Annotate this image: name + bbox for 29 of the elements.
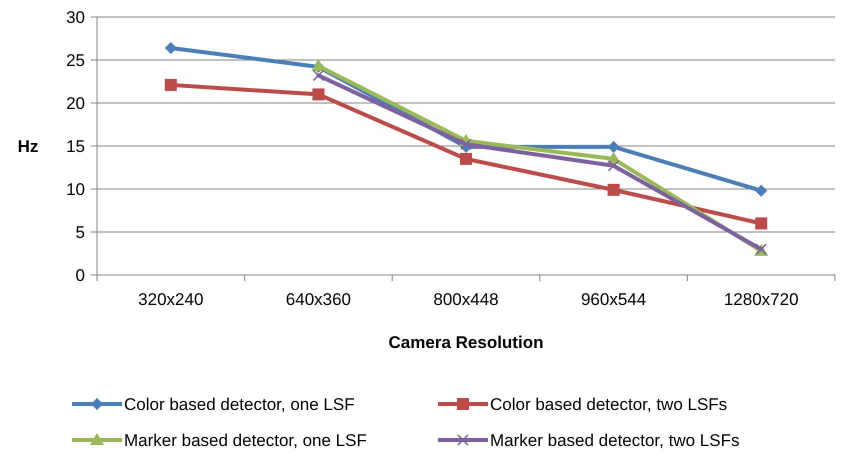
x-axis-title: Camera Resolution xyxy=(388,333,544,352)
point xyxy=(608,184,620,196)
y-tick-label: 25 xyxy=(66,50,85,70)
legend-label: Marker based detector, two LSFs xyxy=(490,430,740,450)
y-tick-label: 30 xyxy=(66,8,85,27)
y-tick-label: 15 xyxy=(66,136,85,156)
legend-label: Marker based detector, one LSF xyxy=(124,430,367,450)
x-tick-label: 800x448 xyxy=(433,290,499,309)
x-tick-label: 320x240 xyxy=(138,290,204,309)
y-tick-label: 5 xyxy=(76,222,85,242)
y-tick-label: 20 xyxy=(66,94,85,113)
x-tick-label: 960x544 xyxy=(580,290,646,309)
point xyxy=(460,138,472,150)
y-tick-label: 10 xyxy=(66,180,85,199)
point xyxy=(312,70,324,82)
y-tick-label: 0 xyxy=(76,266,85,285)
x-tick-label: 640x360 xyxy=(286,290,352,309)
point xyxy=(608,160,620,172)
point xyxy=(755,184,768,197)
point xyxy=(164,42,177,54)
point xyxy=(608,140,620,153)
point xyxy=(312,88,324,100)
point xyxy=(460,152,472,165)
y-axis-title: Hz xyxy=(18,136,38,156)
legend-label: Color based detector, one LSF xyxy=(124,394,355,414)
point xyxy=(164,78,177,91)
legend-label: Color based detector, two LSFs xyxy=(490,394,728,414)
point xyxy=(755,217,768,230)
x-tick-label: 1280x720 xyxy=(724,290,799,309)
